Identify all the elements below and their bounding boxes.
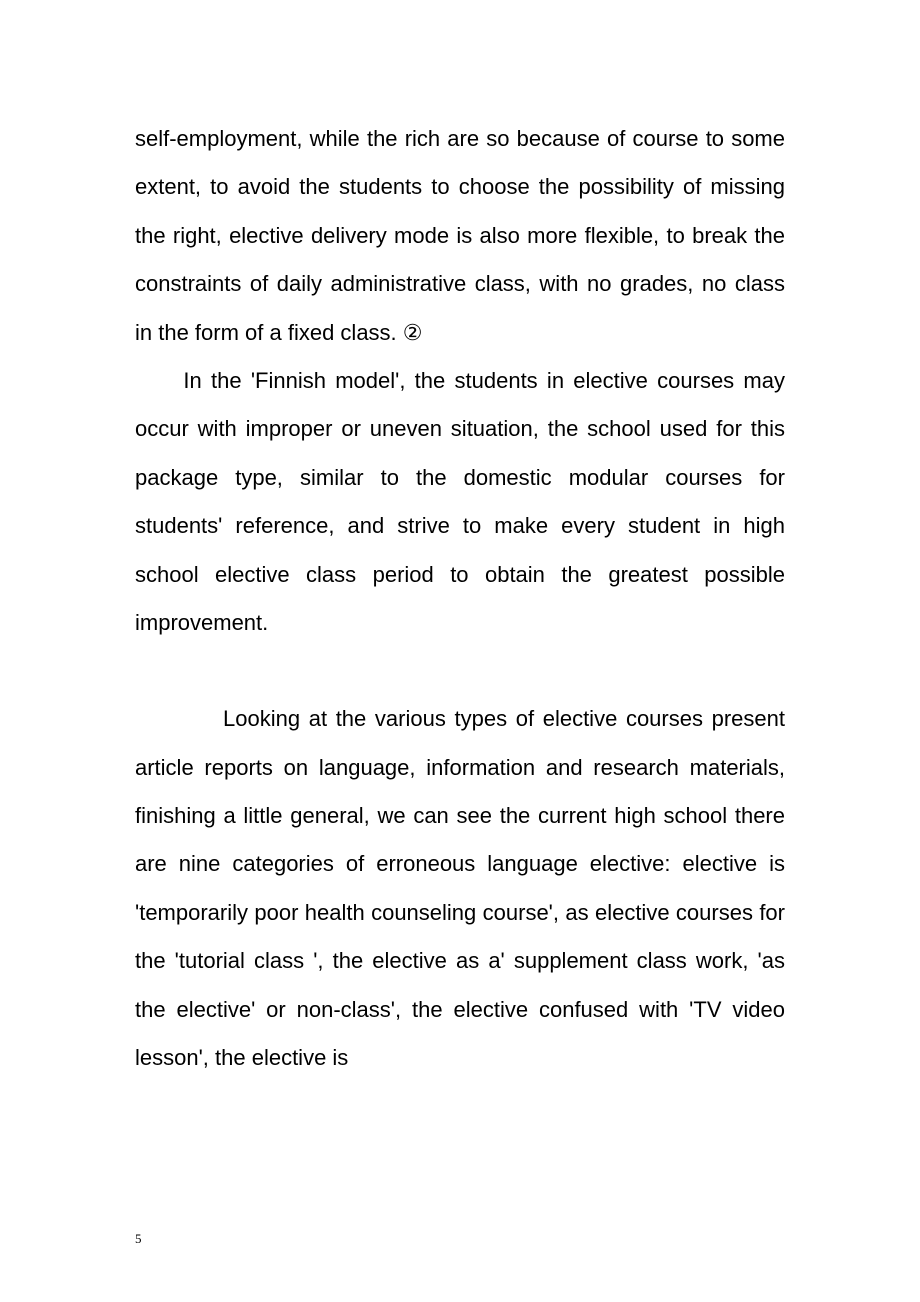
body-paragraph-2: In the 'Finnish model', the students in …	[135, 357, 785, 647]
body-paragraph-3: Looking at the various types of elective…	[135, 695, 785, 1082]
page-number: 5	[135, 1231, 142, 1247]
body-paragraph-1: self-employment, while the rich are so b…	[135, 115, 785, 357]
paragraph-spacer	[135, 647, 785, 695]
